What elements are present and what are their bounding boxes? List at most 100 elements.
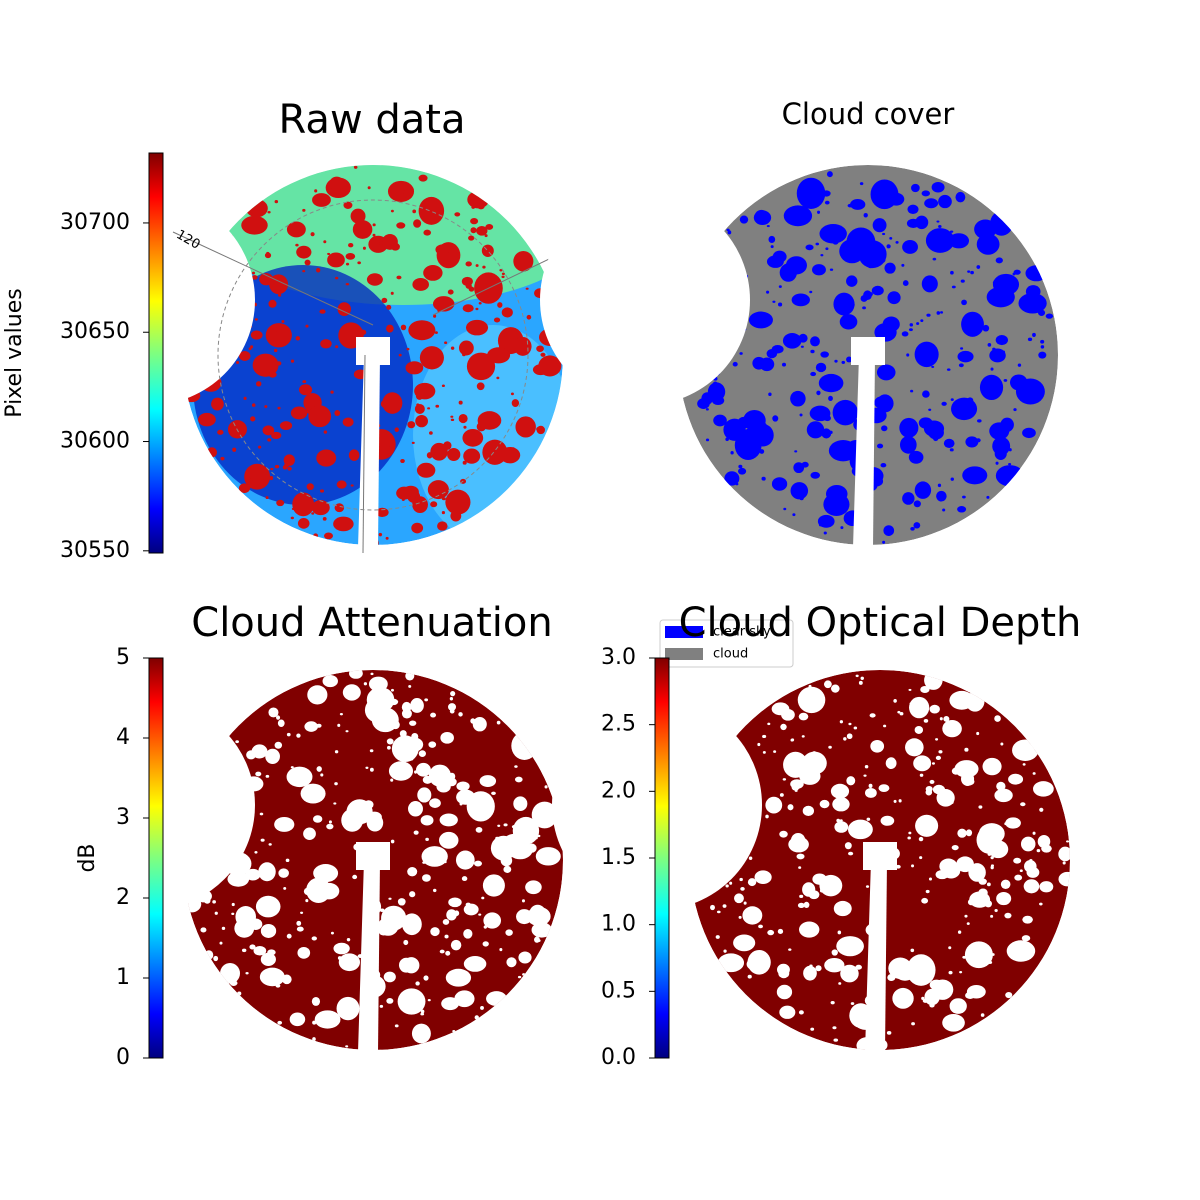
blob — [754, 870, 772, 884]
blob — [386, 997, 394, 1004]
blob — [547, 819, 554, 824]
blob — [982, 757, 1002, 776]
blob — [869, 713, 876, 718]
blob — [967, 270, 971, 273]
blob — [396, 222, 406, 229]
blob — [964, 914, 968, 918]
blob — [911, 864, 915, 868]
blob — [841, 360, 846, 364]
blob — [239, 351, 251, 362]
blob — [462, 460, 467, 465]
blob — [425, 837, 429, 841]
blob — [458, 400, 463, 405]
blob — [754, 209, 769, 223]
blob — [491, 791, 496, 796]
blob — [473, 860, 483, 867]
blob — [386, 324, 394, 333]
blob — [805, 244, 814, 251]
blob — [925, 228, 955, 253]
blob — [420, 815, 434, 826]
blob — [292, 492, 315, 517]
blob — [402, 913, 422, 936]
colorbar-tick-label: 1 — [116, 965, 130, 990]
blob — [237, 991, 242, 996]
blob — [889, 237, 893, 240]
blob — [279, 421, 293, 431]
blob — [401, 708, 412, 719]
blob — [833, 1038, 839, 1042]
blob — [259, 967, 285, 987]
blob — [929, 1003, 935, 1008]
blob — [308, 405, 332, 428]
blob — [1025, 285, 1041, 298]
blob — [345, 1045, 349, 1048]
blob — [1036, 849, 1041, 853]
blob — [895, 864, 901, 869]
blob — [258, 445, 262, 449]
blob — [941, 862, 961, 879]
colorbar-tick-label: 1.0 — [601, 912, 636, 937]
blob — [450, 346, 455, 350]
blob — [800, 345, 804, 348]
blob — [996, 781, 1006, 791]
blob — [956, 856, 974, 873]
blob — [443, 860, 447, 864]
blob — [779, 830, 788, 838]
blob — [935, 738, 939, 741]
blob — [466, 352, 496, 381]
blob — [485, 224, 494, 230]
blob — [961, 299, 967, 306]
blob — [748, 311, 773, 329]
blob — [296, 926, 304, 932]
blob — [382, 392, 403, 414]
blob — [445, 489, 471, 515]
blob — [817, 210, 821, 214]
blob — [320, 773, 324, 777]
blob — [512, 816, 540, 845]
blob — [788, 836, 809, 853]
blob — [779, 1005, 796, 1019]
blob — [1066, 840, 1070, 843]
blob — [390, 209, 394, 213]
blob — [883, 525, 895, 536]
blob — [823, 531, 827, 535]
blob — [198, 412, 216, 427]
blob — [259, 812, 264, 816]
blob — [902, 492, 915, 505]
blob — [1004, 912, 1012, 919]
blob — [921, 996, 925, 1001]
blob — [996, 891, 1012, 906]
blob — [976, 233, 1000, 255]
blob — [483, 912, 502, 929]
blob — [936, 311, 941, 315]
blob — [922, 390, 930, 398]
blob — [902, 240, 918, 254]
blob — [449, 697, 454, 701]
blob — [994, 909, 998, 913]
blob — [211, 397, 224, 411]
blob — [474, 1015, 479, 1020]
colorbar — [148, 152, 164, 554]
blob — [777, 928, 784, 934]
blob — [839, 239, 865, 264]
blob — [848, 722, 852, 726]
blob — [536, 345, 544, 352]
blob — [543, 820, 548, 825]
blob — [832, 240, 839, 245]
blob — [797, 686, 826, 714]
blob — [312, 193, 331, 207]
blob — [348, 243, 354, 248]
blob — [846, 356, 853, 363]
blob — [250, 330, 263, 340]
blob — [439, 831, 459, 849]
panel-title: Raw data — [279, 97, 466, 143]
blob — [943, 716, 950, 722]
blob — [501, 307, 513, 318]
blob — [357, 261, 361, 265]
blob — [337, 302, 351, 317]
blob — [479, 775, 497, 788]
blob — [302, 380, 307, 384]
blob — [416, 462, 436, 478]
blob — [859, 182, 864, 186]
blob — [296, 733, 301, 738]
